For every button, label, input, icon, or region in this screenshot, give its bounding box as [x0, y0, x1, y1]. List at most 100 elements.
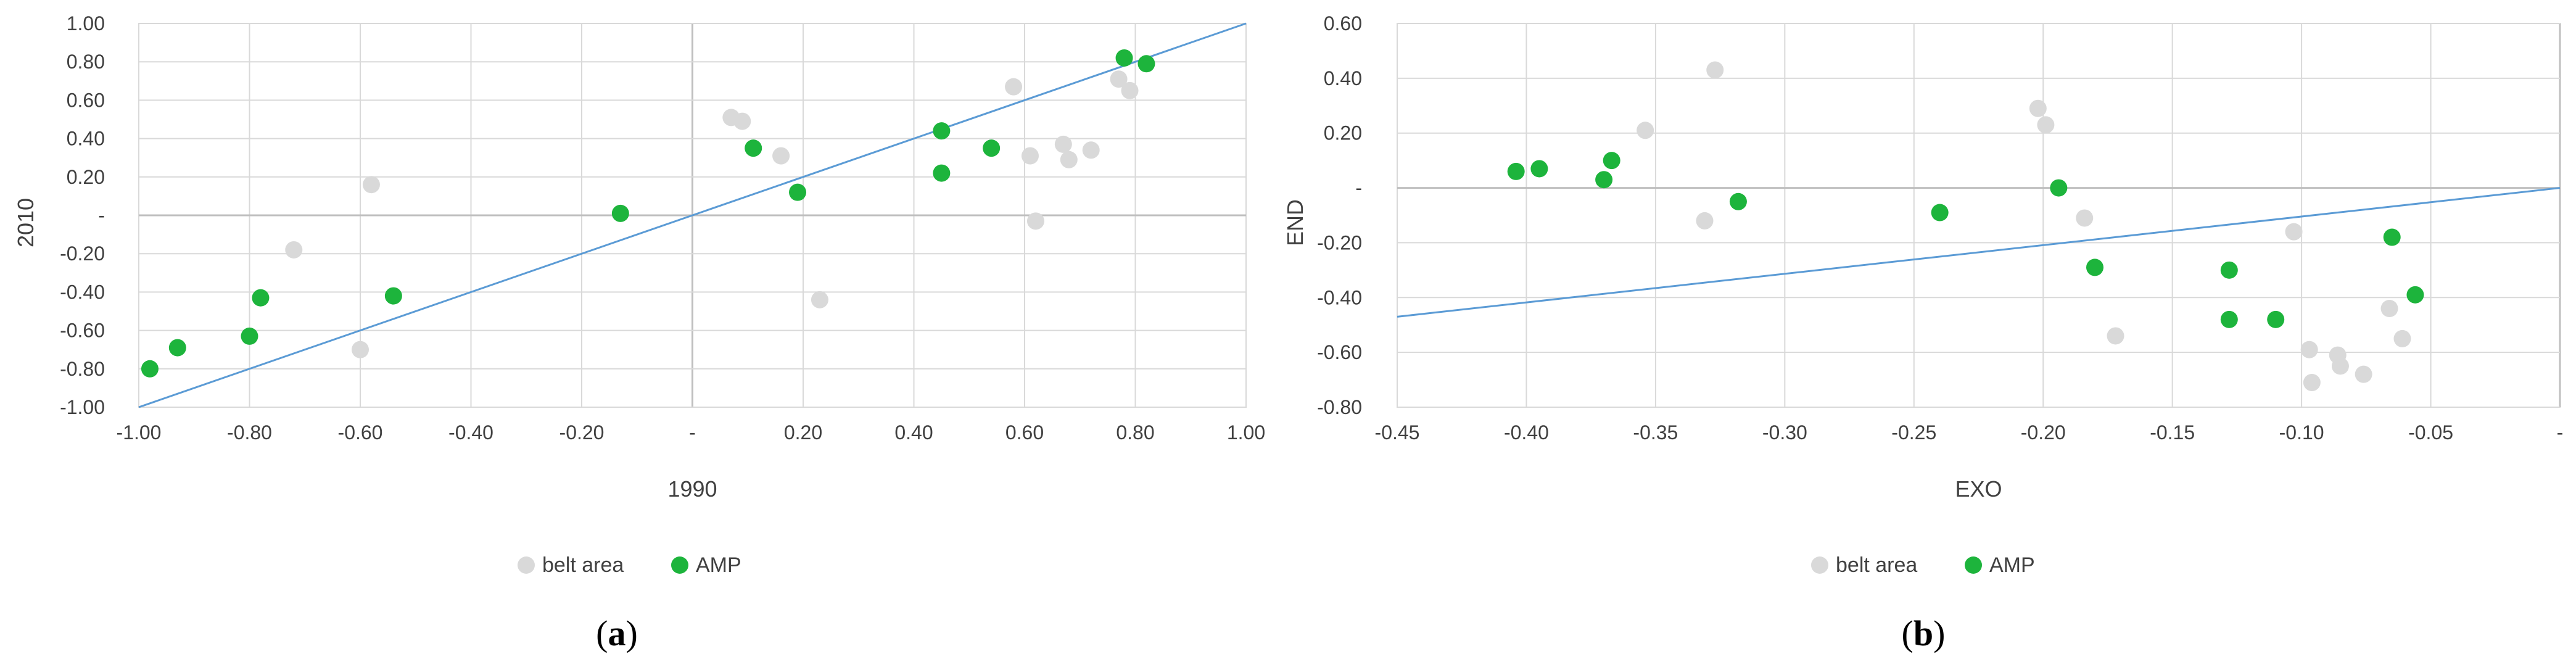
data-point-amp — [933, 164, 951, 182]
data-point-amp — [1137, 55, 1155, 73]
y-tick-label: -0.60 — [60, 320, 105, 342]
y-tick-label: -0.60 — [1317, 341, 1362, 363]
data-point-amp — [1595, 171, 1613, 189]
legend-entry: belt area — [1811, 553, 1917, 577]
x-tick-label: -0.80 — [227, 421, 272, 444]
data-point-amp — [168, 339, 186, 357]
data-point-belt-area — [1026, 212, 1044, 230]
data-point-belt-area — [1060, 151, 1078, 168]
trend-line — [138, 22, 1247, 408]
data-point-amp — [1115, 49, 1133, 67]
data-point-belt-area — [772, 147, 790, 165]
data-point-amp — [2220, 261, 2238, 279]
x-tick-label: -0.35 — [1633, 421, 1678, 444]
data-point-belt-area — [1005, 78, 1023, 96]
data-point-belt-area — [2107, 327, 2124, 345]
x-tick-label: -0.45 — [1375, 421, 1420, 444]
data-point-amp — [241, 327, 258, 345]
y-tick-label: 0.40 — [1324, 67, 1362, 89]
data-point-belt-area — [285, 241, 303, 258]
data-point-amp — [384, 287, 402, 305]
x-tick-label: -1.00 — [117, 421, 162, 444]
x-tick-label: -0.20 — [559, 421, 605, 444]
x-tick-label: -0.20 — [2021, 421, 2066, 444]
x-tick-label: 0.40 — [894, 421, 933, 444]
data-point-belt-area — [2037, 116, 2055, 134]
data-point-amp — [983, 139, 1001, 157]
data-point-amp — [1729, 192, 1747, 210]
data-point-belt-area — [2076, 209, 2094, 227]
data-point-belt-area — [2380, 300, 2398, 318]
data-point-amp — [933, 122, 951, 140]
data-point-belt-area — [2355, 365, 2372, 383]
legend-marker — [1811, 556, 1828, 574]
y-axis-title: 2010 — [13, 198, 38, 247]
data-point-belt-area — [352, 341, 369, 358]
data-point-belt-area — [1696, 212, 1714, 230]
x-tick-label: 0.20 — [784, 421, 822, 444]
data-point-belt-area — [2303, 374, 2321, 392]
panel-label: (b) — [1902, 613, 1946, 653]
x-axis-title: EXO — [1955, 476, 2002, 502]
legend-label: belt area — [542, 553, 624, 577]
data-point-belt-area — [733, 112, 751, 130]
data-point-belt-area — [811, 291, 828, 308]
y-tick-label: 1.00 — [67, 12, 105, 35]
data-point-amp — [1931, 204, 1949, 221]
data-point-belt-area — [2300, 341, 2318, 358]
x-tick-label: 0.80 — [1116, 421, 1154, 444]
data-point-belt-area — [1021, 147, 1039, 165]
data-point-belt-area — [2285, 223, 2303, 241]
data-point-belt-area — [2029, 99, 2047, 117]
data-point-amp — [745, 139, 762, 157]
legend-marker — [671, 556, 688, 574]
y-tick-label: -0.40 — [60, 281, 105, 303]
trend-line — [1397, 187, 2561, 318]
data-point-belt-area — [1121, 81, 1139, 99]
x-tick-label: -0.60 — [338, 421, 383, 444]
x-tick-label: -0.40 — [448, 421, 493, 444]
data-point-belt-area — [1637, 122, 1654, 139]
data-point-belt-area — [2393, 329, 2411, 347]
data-point-amp — [2267, 310, 2285, 328]
legend-entry: AMP — [671, 553, 741, 577]
y-tick-label: -0.80 — [60, 358, 105, 380]
data-point-amp — [141, 360, 159, 378]
data-point-belt-area — [1082, 141, 1100, 159]
data-point-amp — [2220, 310, 2238, 328]
data-point-amp — [789, 183, 807, 201]
chart-panel-b: -0.45 -0.40 -0.35 -0.30 -0.25 -0.20 -0.15 -0.10… — [1282, 12, 2563, 653]
x-axis-title: 1990 — [667, 476, 717, 502]
y-tick-label: -0.40 — [1317, 286, 1362, 308]
data-point-amp — [2050, 179, 2068, 197]
x-tick-label: 1.00 — [1227, 421, 1265, 444]
legend-marker — [1965, 556, 1982, 574]
y-axis-title: END — [1282, 199, 1308, 246]
data-point-belt-area — [1054, 135, 1072, 153]
legend-marker — [518, 556, 535, 574]
y-tick-label: -0.20 — [1317, 231, 1362, 254]
legend-entry: belt area — [518, 553, 624, 577]
data-point-belt-area — [2331, 357, 2349, 375]
chart-panel-a: -1.00 -0.80 -0.60 -0.40 -0.20-0.20 0.40 0.60 0.… — [13, 12, 1265, 653]
x-tick-label: -0.05 — [2408, 421, 2453, 444]
data-point-amp — [611, 204, 629, 222]
y-tick-label: -0.80 — [1317, 396, 1362, 418]
x-tick-label: -0.15 — [2150, 421, 2195, 444]
data-point-amp — [2086, 258, 2103, 276]
y-tick-label: 0.40 — [67, 128, 105, 150]
legend-label: belt area — [1836, 553, 1917, 577]
x-tick-label: 0.60 — [1005, 421, 1044, 444]
y-tick-label: 0.20 — [67, 166, 105, 188]
data-point-amp — [1507, 162, 1525, 180]
data-point-amp — [2406, 286, 2424, 304]
y-tick-label: 0.60 — [67, 89, 105, 111]
plot-area-border — [1397, 23, 2561, 408]
panel-label: (a) — [596, 613, 638, 653]
x-tick-label: -0.30 — [1762, 421, 1807, 444]
x-tick-label: -0.40 — [1504, 421, 1549, 444]
data-point-amp — [252, 289, 270, 307]
y-tick-label: 0.80 — [67, 51, 105, 73]
